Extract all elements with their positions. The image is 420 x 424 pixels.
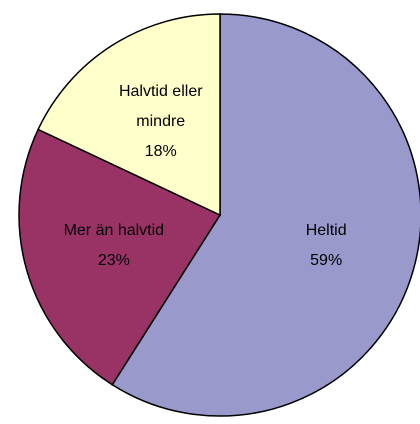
slice-label: Heltid 59% [268,216,384,276]
slice-label: Halvtid eller mindre 18% [103,77,219,167]
pie-slice [111,13,420,417]
pie-slice [18,128,222,386]
category-label: Heltid [305,221,347,239]
value-label: 59% [310,251,343,269]
category-label: Halvtid eller mindre [118,82,203,130]
pie-slice [37,13,221,217]
value-label: 18% [144,142,177,160]
category-label: Mer än halvtid [63,221,165,239]
value-label: 23% [97,251,130,269]
slice-label: Mer än halvtid 23% [56,216,172,276]
